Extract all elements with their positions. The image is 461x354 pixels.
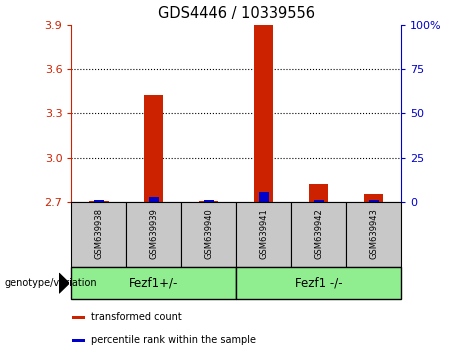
Text: GSM639942: GSM639942 <box>314 208 323 258</box>
Bar <box>72 316 85 319</box>
Text: GSM639940: GSM639940 <box>204 208 213 258</box>
Text: Fezf1+/-: Fezf1+/- <box>129 277 178 290</box>
Bar <box>126 202 181 267</box>
Bar <box>72 339 85 342</box>
Bar <box>144 95 164 202</box>
Bar <box>71 267 236 299</box>
Text: genotype/variation: genotype/variation <box>5 278 97 288</box>
Bar <box>259 192 269 202</box>
Bar <box>364 194 383 202</box>
Text: Fezf1 -/-: Fezf1 -/- <box>295 277 343 290</box>
Bar <box>254 25 273 202</box>
Bar <box>236 202 291 267</box>
Text: GSM639938: GSM639938 <box>95 208 103 259</box>
Bar <box>309 184 328 202</box>
Text: GSM639939: GSM639939 <box>149 208 159 259</box>
Text: GSM639943: GSM639943 <box>369 208 378 259</box>
Bar <box>314 200 324 202</box>
Polygon shape <box>59 273 69 293</box>
Bar <box>204 200 214 202</box>
Bar <box>89 201 108 202</box>
Bar <box>236 267 401 299</box>
Text: percentile rank within the sample: percentile rank within the sample <box>91 335 256 346</box>
Bar <box>346 202 401 267</box>
Bar <box>149 197 159 202</box>
Bar <box>369 200 378 202</box>
Bar <box>181 202 236 267</box>
Bar <box>71 202 126 267</box>
Bar <box>94 200 104 202</box>
Text: transformed count: transformed count <box>91 312 182 322</box>
Bar <box>291 202 346 267</box>
Bar <box>199 201 219 202</box>
Text: GSM639941: GSM639941 <box>259 208 268 258</box>
Title: GDS4446 / 10339556: GDS4446 / 10339556 <box>158 6 315 21</box>
